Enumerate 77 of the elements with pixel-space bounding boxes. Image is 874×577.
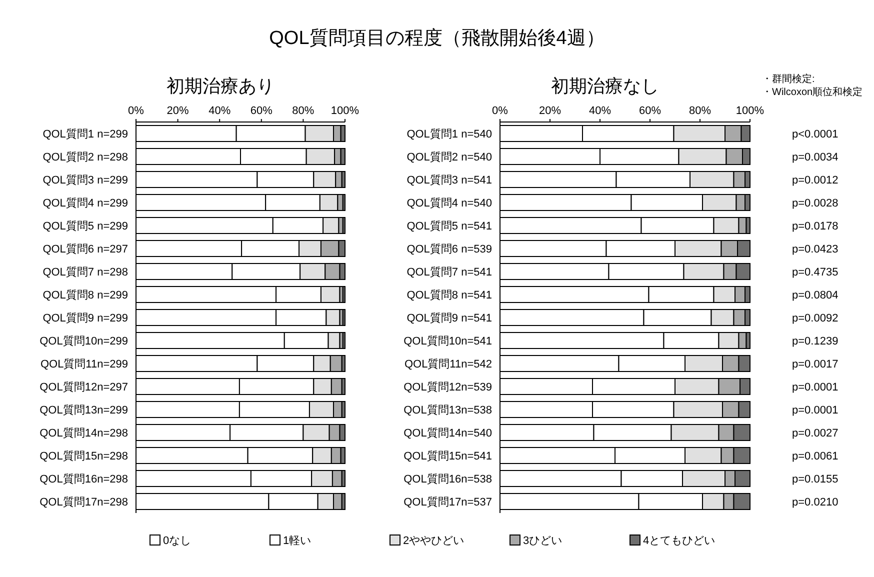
bar [342,217,346,234]
y-tick-label: QOL質問15n=298 [40,450,128,462]
y-tick-label: QOL質問11n=299 [40,358,128,370]
text: p=0.1239 [792,336,838,348]
text: ・群間検定: [762,73,815,85]
text: p=0.0423 [792,244,838,256]
x-tick-label: 20% [538,105,562,117]
y-tick-label: QOL質問14n=298 [40,426,128,440]
text: p=0.0178 [792,220,838,232]
y-tick-label: QOL質問9 n=541 [406,312,492,324]
x-tick-label: 60% [250,105,273,117]
chart-subtitle: 初期治療なし [551,76,659,96]
bar [342,332,346,349]
x-tick-label: 100% [330,105,360,117]
y-tick-label: QOL質問12n=539 [404,380,492,394]
y-tick-label: QOL質問7 n=541 [406,266,492,278]
legend-label: 2ややひどい [403,535,464,547]
y-tick-label: QOL質問2 n=540 [406,150,492,164]
y-tick-label: QOL質問9 n=299 [42,312,128,324]
text: p=0.0061 [792,450,838,462]
text: p=0.0155 [792,474,838,486]
y-tick-label: QOL質問5 n=541 [406,220,492,232]
y-tick-label: QOL質問8 n=541 [406,288,492,302]
y-tick-label: QOL質問17n=298 [40,496,128,508]
y-tick-label: QOL質問14n=540 [404,426,492,440]
y-tick-label: QOL質問7 n=298 [42,266,128,278]
x-tick-label: 0% [128,105,144,117]
y-tick-label: QOL質問15n=541 [404,450,492,462]
text: p=0.0028 [792,198,838,210]
y-tick-label: QOL質問1 n=540 [406,128,492,140]
y-tick-label: QOL質問12n=297 [40,380,128,394]
x-tick-label: 40% [588,105,612,117]
text: p=0.0027 [792,428,838,440]
y-tick-label: QOL質問5 n=299 [42,220,128,232]
legend-label: 0なし [163,535,192,547]
y-tick-label: QOL質問8 n=299 [42,288,128,302]
bar [342,309,346,326]
legend-label: 4とてもひどい [643,535,716,547]
text: p<0.0001 [792,128,838,140]
y-tick-label: QOL質問3 n=541 [406,174,492,186]
chart-subtitle: 初期治療あり [166,76,274,96]
y-tick-label: QOL質問11n=542 [404,358,492,370]
text: p=0.4735 [792,266,838,278]
y-tick-label: QOL質問4 n=540 [406,196,492,210]
x-tick-label: 60% [638,105,662,117]
text: p=0.0017 [792,358,838,370]
y-tick-label: QOL質問16n=298 [40,472,128,486]
text: p=0.0034 [792,152,838,164]
y-tick-label: QOL質問13n=299 [40,404,128,416]
y-tick-label: QOL質問1 n=299 [42,128,128,140]
x-tick-label: 40% [208,105,231,117]
y-tick-label: QOL質問13n=538 [404,404,492,416]
y-tick-label: QOL質問10n=541 [404,334,492,348]
text: p=0.0012 [792,174,838,186]
y-tick-label: QOL質問2 n=298 [42,150,128,164]
text: QOL質問項目の程度（飛散開始後4週） [269,27,605,49]
text: p=0.0001 [792,382,838,394]
legend-label: 1軽い [283,535,312,547]
x-tick-label: 0% [492,105,508,117]
x-tick-label: 20% [166,105,190,117]
bar [342,286,346,303]
legend-label: 3ひどい [523,535,562,547]
y-tick-label: QOL質問4 n=299 [42,196,128,210]
text: p=0.0001 [792,404,838,416]
text: p=0.0092 [792,312,838,324]
text: ・Wilcoxon順位和検定 [762,86,863,98]
y-tick-label: QOL質問10n=299 [40,334,128,348]
y-tick-label: QOL質問16n=538 [404,472,492,486]
text: p=0.0210 [792,496,838,508]
y-tick-label: QOL質問17n=537 [404,496,492,508]
x-tick-label: 80% [292,105,314,117]
y-tick-label: QOL質問6 n=539 [406,242,492,256]
y-tick-label: QOL質問6 n=297 [42,242,128,256]
x-tick-label: 80% [688,105,712,117]
y-tick-label: QOL質問3 n=299 [42,174,128,186]
x-tick-label: 100% [736,105,764,117]
text: p=0.0804 [792,290,838,302]
